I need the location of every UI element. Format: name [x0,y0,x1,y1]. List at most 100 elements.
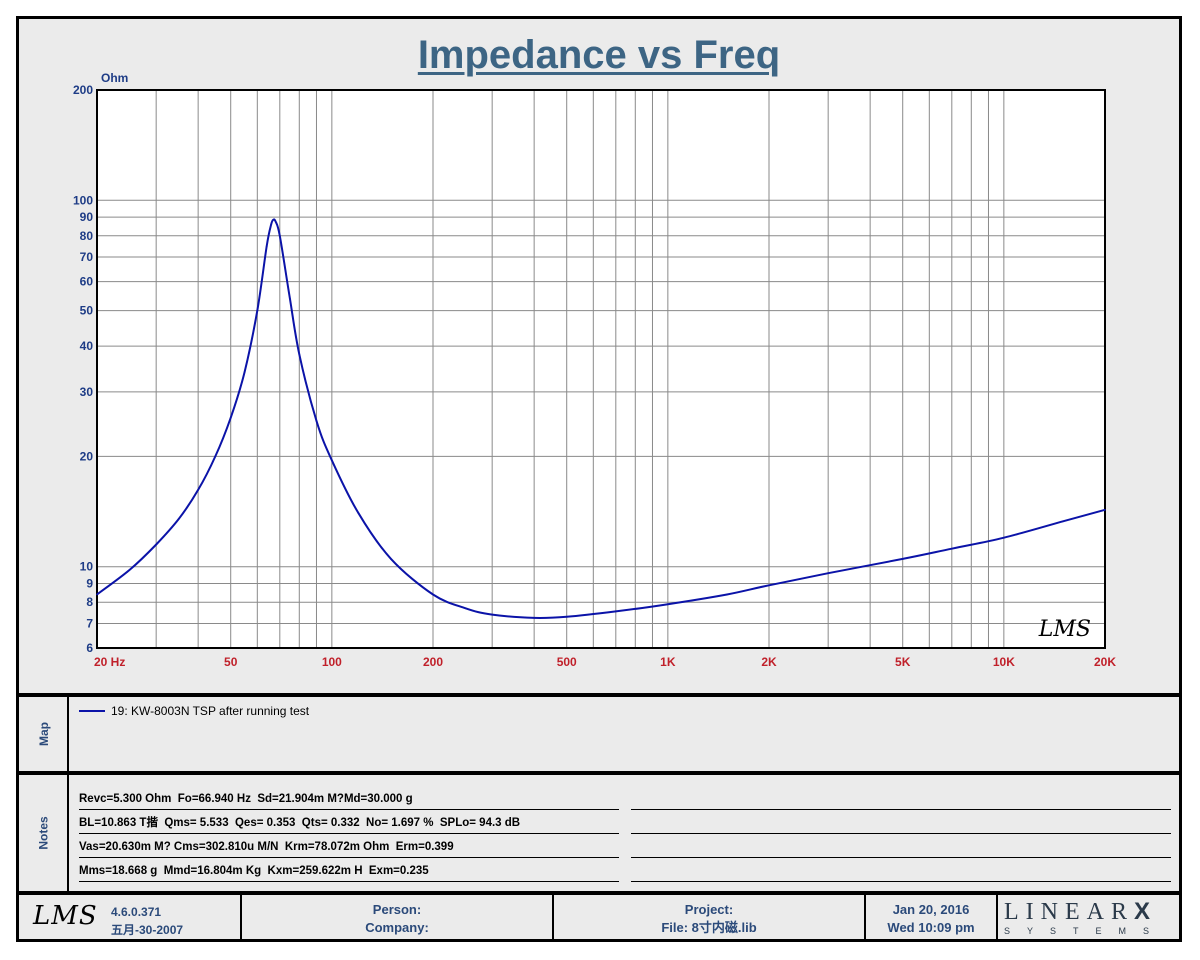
y-axis-label: Ohm [101,71,128,85]
data-point [357,512,360,514]
data-point [390,558,392,560]
data-point [464,607,467,610]
x-tick-label: 5K [895,655,911,669]
x-tick-label: 100 [322,655,342,669]
version-number: 4.6.0.371 [111,905,162,919]
data-point [270,223,273,226]
linearx-logo: LINEARX SYSTEMS [1004,899,1174,939]
data-point [1003,536,1005,539]
label-divider [67,695,69,891]
x-tick-label: 10K [993,655,1015,669]
time-label: Wed 10:09 pm [887,920,975,935]
notes-label: Notes [37,816,51,850]
data-point [331,459,333,462]
y-tick-label: 8 [86,595,93,609]
data-point [298,353,301,356]
person-label: Person: [372,902,422,917]
legend-swatch [79,710,105,712]
impedance-chart: 20 Hz 50 100 200 500 1K 2K 5K 10K 20K 6 7 8 9 10 20 30 40… [73,71,1116,669]
x-tick-label: 50 [224,655,238,669]
y-tick-label: 10 [80,560,94,574]
brand-top: LINEAR [1004,899,1134,925]
data-point [229,416,232,419]
data-point [243,371,246,373]
y-tick-label: 20 [80,449,94,463]
data-point [565,615,568,618]
data-point [726,593,728,596]
separator [19,891,1179,895]
note-line: BL=10.863 T揩 Qms= 5.533 Qes= 0.353 Qts= … [79,815,619,834]
y-tick-label: 7 [86,616,93,630]
data-point [315,420,318,422]
report-frame: Impedance vs Freq 20 Hz 50 100 200 500 1K 2K 5K… [16,16,1182,942]
y-tick-label: 90 [80,210,94,224]
y-tick-label: 6 [86,641,93,655]
chart-title: Impedance vs Freq [417,33,781,77]
date-cell: Jan 20, 2016 Wed 10:09 pm [866,899,996,939]
version-info: 4.6.0.371 五月-30-2007 [111,903,183,939]
y-tick-label: 100 [73,193,93,207]
data-point [272,218,275,221]
data-point [177,518,180,520]
y-tick-label: 50 [80,304,94,318]
y-tick-label: 70 [80,250,94,264]
person-company-cell: Person: Company: [242,899,552,939]
data-point [265,245,268,247]
x-tick-label: 1K [660,655,676,669]
data-point [289,297,291,300]
data-point [827,572,829,575]
note-line: Revc=5.300 Ohm Fo=66.940 Hz Sd=21.904m M… [79,791,619,810]
brand-bottom: SYSTEMS [1004,926,1167,936]
x-tick-label: 2K [761,655,777,669]
data-point [256,309,259,312]
note-line: Vas=20.630m M? Cms=302.810u M/N Krm=78.0… [79,839,619,858]
data-point [155,543,157,546]
version-date: 五月-30-2007 [111,923,184,937]
data-point [615,610,617,613]
x-tick-label: 20K [1094,655,1116,669]
separator [19,693,1179,697]
x-tick-label: 20 Hz [94,655,125,669]
legend-label: 19: KW-8003N TSP after running test [111,704,310,718]
x-tick-label: 200 [423,655,443,669]
data-point [951,547,953,550]
y-tick-label: 40 [80,339,94,353]
data-point [667,603,669,606]
data-point [96,593,98,596]
data-point [768,584,770,587]
footer-divider [552,895,554,941]
plot-area [97,90,1105,648]
note-line-blank [631,791,1171,810]
brand-x: X [1133,898,1150,925]
company-label: Company: [365,920,429,935]
map-label: Map [37,722,51,746]
note-line-blank [631,839,1171,858]
footer-divider [996,895,998,941]
legend-entry: 19: KW-8003N TSP after running test [79,704,309,718]
footer-divider [240,895,242,941]
plot-border [96,89,1106,649]
y-tick-label: 30 [80,385,94,399]
x-tick-label: 500 [557,655,577,669]
data-point [128,569,131,571]
lms-watermark: LMS [1038,617,1091,642]
data-point [279,235,281,237]
y-tick-label: 200 [73,83,93,97]
data-point [214,455,217,458]
y-tick-label: 80 [80,229,94,243]
note-line-blank [631,815,1171,834]
file-label: File: 8寸内磁.lib [661,920,757,935]
lms-logo: LMS [33,901,98,931]
data-point [274,220,277,223]
separator [19,771,1179,775]
data-point [432,593,434,596]
data-point [491,613,493,616]
note-line: Mms=18.668 g Mmd=16.804m Kg Kxm=259.622m… [79,863,619,882]
data-point [1062,520,1064,523]
data-point [1104,508,1106,511]
data-point [197,489,199,491]
project-label: Project: [684,902,734,917]
data-point [901,558,904,560]
project-cell: Project: File: 8寸内磁.lib [554,899,864,939]
date-label: Jan 20, 2016 [892,902,970,917]
